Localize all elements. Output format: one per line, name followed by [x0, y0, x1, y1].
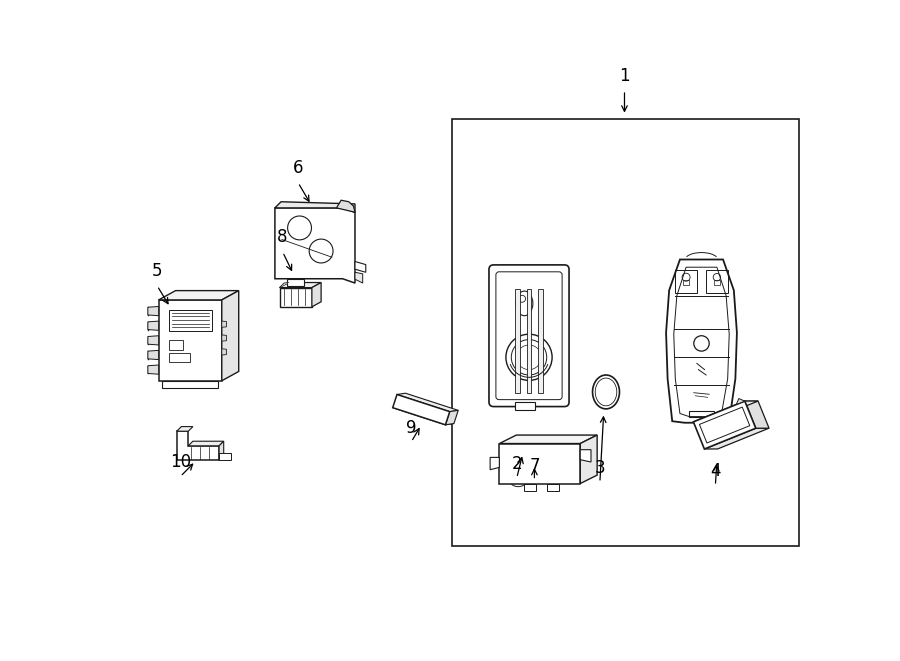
Polygon shape — [280, 288, 312, 307]
Polygon shape — [274, 202, 355, 212]
Polygon shape — [500, 444, 580, 484]
Polygon shape — [491, 457, 500, 470]
Polygon shape — [355, 272, 363, 283]
Polygon shape — [148, 350, 158, 360]
Polygon shape — [547, 484, 559, 491]
Polygon shape — [745, 401, 769, 428]
Polygon shape — [188, 442, 224, 446]
Polygon shape — [693, 401, 756, 449]
Polygon shape — [176, 426, 193, 431]
Polygon shape — [526, 289, 531, 393]
Polygon shape — [500, 435, 598, 444]
Polygon shape — [392, 395, 450, 425]
Polygon shape — [666, 260, 737, 423]
Bar — [168, 353, 190, 362]
Text: 2: 2 — [511, 455, 522, 473]
Bar — [168, 340, 183, 350]
Polygon shape — [221, 349, 227, 355]
Text: 5: 5 — [152, 262, 162, 280]
Bar — [706, 270, 728, 293]
Bar — [689, 411, 714, 416]
Polygon shape — [515, 289, 520, 393]
Text: 6: 6 — [292, 159, 303, 177]
Polygon shape — [355, 262, 365, 272]
Text: 9: 9 — [406, 418, 417, 437]
Polygon shape — [705, 428, 769, 449]
Polygon shape — [158, 291, 238, 300]
Polygon shape — [219, 442, 224, 461]
Polygon shape — [280, 282, 289, 288]
Text: 3: 3 — [595, 459, 605, 477]
Polygon shape — [158, 300, 221, 381]
Polygon shape — [693, 401, 758, 422]
Polygon shape — [280, 282, 321, 288]
Bar — [683, 280, 689, 285]
Polygon shape — [148, 307, 158, 316]
Text: 4: 4 — [710, 463, 721, 481]
Polygon shape — [176, 431, 219, 461]
Bar — [675, 270, 697, 293]
Polygon shape — [525, 484, 535, 491]
Polygon shape — [148, 365, 158, 374]
Polygon shape — [274, 208, 355, 283]
Text: 8: 8 — [277, 229, 288, 247]
Polygon shape — [148, 321, 158, 330]
Polygon shape — [163, 381, 218, 389]
Polygon shape — [538, 289, 543, 393]
Bar — [504, 448, 576, 479]
Polygon shape — [580, 449, 591, 462]
Polygon shape — [392, 407, 454, 425]
Polygon shape — [221, 291, 239, 381]
Polygon shape — [515, 402, 536, 410]
Polygon shape — [221, 321, 227, 327]
Polygon shape — [736, 399, 745, 405]
Polygon shape — [221, 335, 227, 341]
Text: 10: 10 — [169, 453, 191, 471]
Polygon shape — [287, 279, 304, 286]
Polygon shape — [219, 453, 230, 461]
Polygon shape — [580, 435, 598, 484]
FancyBboxPatch shape — [489, 265, 569, 407]
Bar — [452, 118, 798, 546]
Text: 7: 7 — [529, 457, 540, 475]
Bar — [714, 280, 720, 285]
Polygon shape — [148, 336, 158, 345]
Polygon shape — [337, 200, 355, 212]
Polygon shape — [312, 282, 321, 307]
Text: 1: 1 — [619, 67, 630, 85]
Bar — [168, 309, 212, 331]
Polygon shape — [446, 410, 458, 425]
Polygon shape — [397, 393, 458, 412]
